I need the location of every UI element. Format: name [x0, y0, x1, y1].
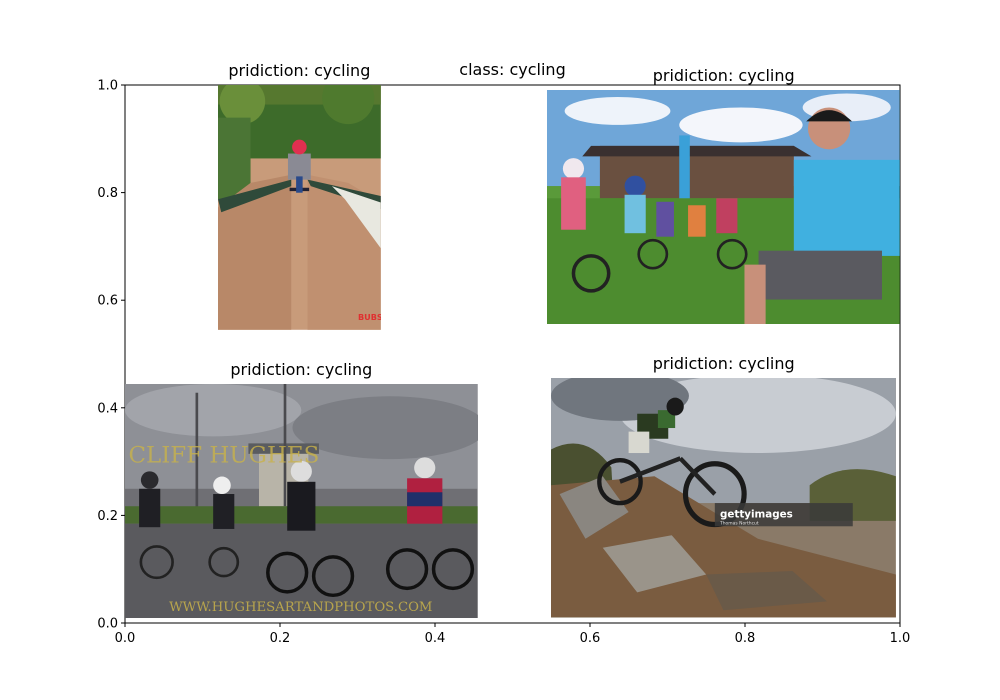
- x-tick-label: 0.6: [580, 631, 601, 646]
- axes-frame: [124, 84, 901, 624]
- image-label-1: pridiction: cycling: [228, 61, 371, 80]
- x-tick-label: 1.0: [890, 631, 911, 646]
- image-label-3: pridiction: cycling: [230, 359, 373, 379]
- x-tick-label: 0.2: [270, 631, 291, 646]
- watermark-gettyimages: gettyimages: [720, 508, 793, 520]
- x-tick-label: 0.0: [115, 631, 136, 646]
- watermark-hughes-url: WWW.HUGHESARTANDPHOTOS.COM: [169, 600, 432, 615]
- y-tick-label: 0.6: [97, 294, 118, 309]
- y-tick-label: 0.2: [97, 509, 118, 524]
- image-label-4: pridiction: cycling: [652, 354, 795, 374]
- y-tick-label: 0.8: [97, 186, 118, 201]
- image-mountain-biker-rocks: gettyimages Thomas Northcut: [551, 378, 897, 618]
- image-kids-cycling-class: [547, 90, 900, 325]
- image-road-cyclists-race: CLIFF HUGHES WWW.HUGHESARTANDPHOTOS.COM: [125, 383, 478, 618]
- watermark-photographer: Thomas Northcut: [719, 521, 759, 527]
- image-child-on-bike-path: BUBS: [218, 85, 381, 330]
- image-label-2: pridiction: cycling: [652, 66, 795, 86]
- y-tick-label: 0.0: [97, 617, 118, 632]
- y-tick-label: 0.4: [97, 401, 118, 416]
- watermark-cliff-hughes: CLIFF HUGHES: [129, 442, 320, 468]
- x-tick-label: 0.8: [735, 631, 756, 646]
- class-title: class: cycling: [459, 60, 566, 79]
- watermark-buzzing-bubs: BUBS: [358, 312, 381, 322]
- y-tick-label: 1.0: [97, 79, 118, 94]
- x-tick-label: 0.4: [425, 631, 446, 646]
